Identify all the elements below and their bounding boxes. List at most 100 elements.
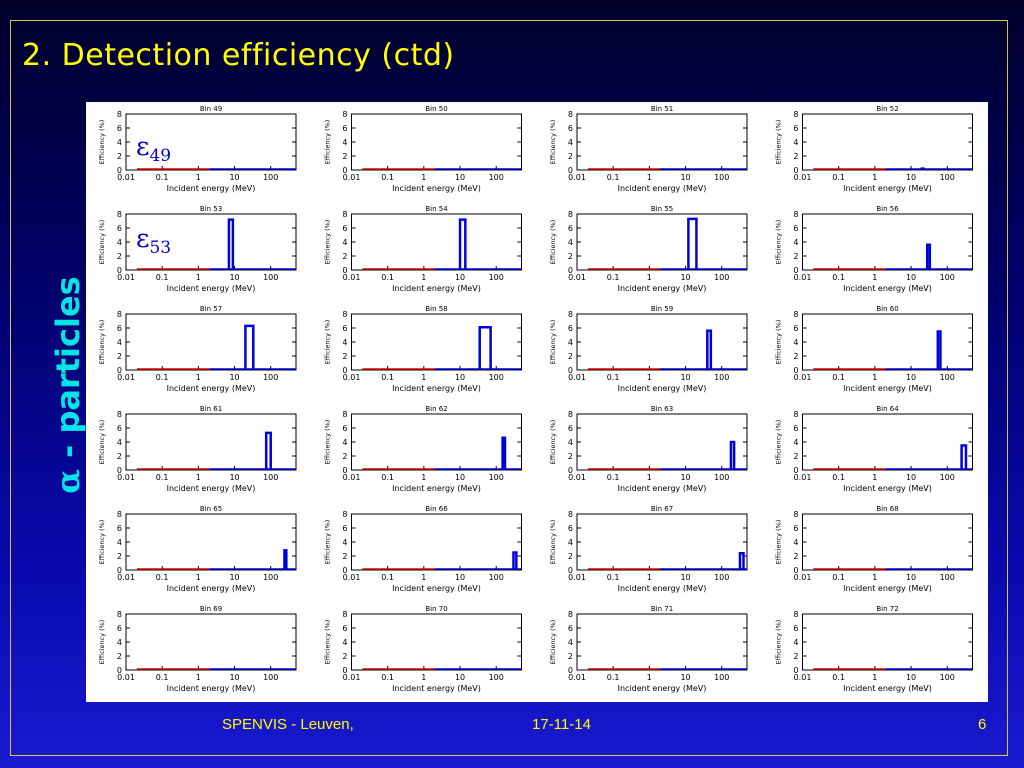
y-axis-label: Efficiency (%) bbox=[775, 620, 783, 665]
x-axis-label: Incident energy (MeV) bbox=[392, 284, 481, 293]
x-tick-label: 0.01 bbox=[794, 673, 812, 682]
x-axis-label: Incident energy (MeV) bbox=[843, 484, 932, 493]
x-tick-label: 0.1 bbox=[607, 173, 620, 182]
y-tick-label: 8 bbox=[568, 210, 573, 219]
panel-title: Bin 72 bbox=[876, 605, 898, 613]
y-tick-label: 2 bbox=[117, 352, 122, 361]
y-tick-label: 0 bbox=[568, 266, 573, 275]
x-tick-label: 0.1 bbox=[156, 373, 169, 382]
panel-axes-box bbox=[576, 213, 748, 271]
x-axis-label: Incident energy (MeV) bbox=[392, 384, 481, 393]
y-tick-label: 6 bbox=[568, 424, 573, 433]
panel-axes-box bbox=[802, 613, 973, 671]
panel-axes-box bbox=[802, 513, 973, 571]
x-tick-label: 100 bbox=[489, 273, 504, 282]
panel-axes-box bbox=[125, 613, 297, 671]
x-axis-label: Incident energy (MeV) bbox=[618, 484, 707, 493]
y-tick-label: 8 bbox=[568, 410, 573, 419]
y-tick-label: 4 bbox=[793, 138, 798, 147]
y-tick-label: 2 bbox=[342, 552, 347, 561]
epsilon-49-label: ε49 bbox=[136, 132, 171, 166]
x-tick-label: 100 bbox=[714, 173, 729, 182]
x-tick-label: 1 bbox=[421, 473, 426, 482]
y-tick-label: 0 bbox=[117, 566, 122, 575]
y-axis-label: Efficiency (%) bbox=[98, 320, 106, 365]
panel-title: Bin 50 bbox=[425, 105, 447, 113]
y-tick-label: 2 bbox=[793, 252, 798, 261]
panel-title: Bin 65 bbox=[200, 505, 222, 513]
x-axis-label: Incident energy (MeV) bbox=[392, 684, 481, 693]
y-tick-label: 4 bbox=[117, 638, 122, 647]
panel-title: Bin 49 bbox=[200, 105, 222, 113]
y-tick-label: 6 bbox=[793, 224, 798, 233]
y-tick-label: 0 bbox=[793, 266, 798, 275]
x-tick-label: 0.1 bbox=[156, 473, 169, 482]
x-tick-label: 0.01 bbox=[343, 273, 361, 282]
y-tick-label: 8 bbox=[342, 310, 347, 319]
panel-title: Bin 67 bbox=[651, 505, 673, 513]
x-tick-label: 10 bbox=[680, 573, 690, 582]
x-tick-label: 0.1 bbox=[832, 473, 845, 482]
x-tick-label: 100 bbox=[714, 573, 729, 582]
x-tick-label: 0.1 bbox=[607, 373, 620, 382]
x-tick-label: 0.01 bbox=[794, 273, 812, 282]
x-axis-label: Incident energy (MeV) bbox=[618, 384, 707, 393]
x-tick-label: 1 bbox=[647, 173, 652, 182]
x-tick-label: 1 bbox=[421, 573, 426, 582]
x-tick-label: 10 bbox=[229, 673, 239, 682]
x-tick-label: 100 bbox=[263, 473, 278, 482]
x-tick-label: 10 bbox=[906, 473, 916, 482]
panel-title: Bin 62 bbox=[425, 405, 447, 413]
y-tick-label: 0 bbox=[568, 366, 573, 375]
x-tick-label: 1 bbox=[196, 473, 201, 482]
efficiency-peak bbox=[512, 551, 518, 569]
y-tick-label: 8 bbox=[342, 110, 347, 119]
y-tick-label: 8 bbox=[793, 610, 798, 619]
x-tick-label: 0.01 bbox=[117, 473, 135, 482]
epsilon-49-subscript: 49 bbox=[149, 146, 172, 167]
y-axis-label: Efficiency (%) bbox=[775, 120, 783, 165]
y-tick-label: 4 bbox=[793, 338, 798, 347]
x-tick-label: 0.01 bbox=[117, 373, 135, 382]
x-tick-label: 1 bbox=[421, 373, 426, 382]
x-tick-label: 100 bbox=[489, 373, 504, 382]
x-tick-label: 10 bbox=[229, 273, 239, 282]
y-axis-label: Efficiency (%) bbox=[549, 120, 557, 165]
y-tick-label: 8 bbox=[117, 410, 122, 419]
y-tick-label: 0 bbox=[568, 166, 573, 175]
x-tick-label: 100 bbox=[940, 473, 955, 482]
y-tick-label: 2 bbox=[117, 452, 122, 461]
x-tick-label: 0.01 bbox=[117, 273, 135, 282]
x-tick-label: 10 bbox=[229, 173, 239, 182]
efficiency-peak bbox=[936, 330, 942, 369]
y-axis-label: Efficiency (%) bbox=[324, 620, 332, 665]
y-tick-label: 0 bbox=[117, 666, 122, 675]
y-tick-label: 4 bbox=[568, 338, 573, 347]
x-tick-label: 1 bbox=[872, 173, 877, 182]
x-tick-label: 0.1 bbox=[381, 373, 394, 382]
y-tick-label: 0 bbox=[793, 466, 798, 475]
x-tick-label: 10 bbox=[906, 573, 916, 582]
epsilon-53-label: ε53 bbox=[136, 224, 171, 258]
x-tick-label: 1 bbox=[647, 673, 652, 682]
y-tick-label: 8 bbox=[793, 110, 798, 119]
x-tick-label: 100 bbox=[263, 173, 278, 182]
x-axis-label: Incident energy (MeV) bbox=[618, 684, 707, 693]
x-axis-label: Incident energy (MeV) bbox=[392, 484, 481, 493]
panel-axes-box bbox=[576, 413, 748, 471]
y-tick-label: 0 bbox=[793, 566, 798, 575]
y-tick-label: 6 bbox=[117, 524, 122, 533]
y-tick-label: 2 bbox=[568, 252, 573, 261]
efficiency-peak bbox=[729, 440, 736, 469]
y-tick-label: 2 bbox=[793, 552, 798, 561]
x-tick-label: 0.01 bbox=[117, 573, 135, 582]
y-tick-label: 6 bbox=[342, 124, 347, 133]
x-tick-label: 1 bbox=[872, 673, 877, 682]
y-tick-label: 6 bbox=[568, 624, 573, 633]
x-tick-label: 100 bbox=[263, 273, 278, 282]
y-tick-label: 2 bbox=[568, 352, 573, 361]
panel-axes-box bbox=[351, 313, 522, 371]
y-axis-label: Efficiency (%) bbox=[98, 520, 106, 565]
x-axis-label: Incident energy (MeV) bbox=[167, 184, 256, 193]
efficiency-peak bbox=[687, 217, 698, 269]
